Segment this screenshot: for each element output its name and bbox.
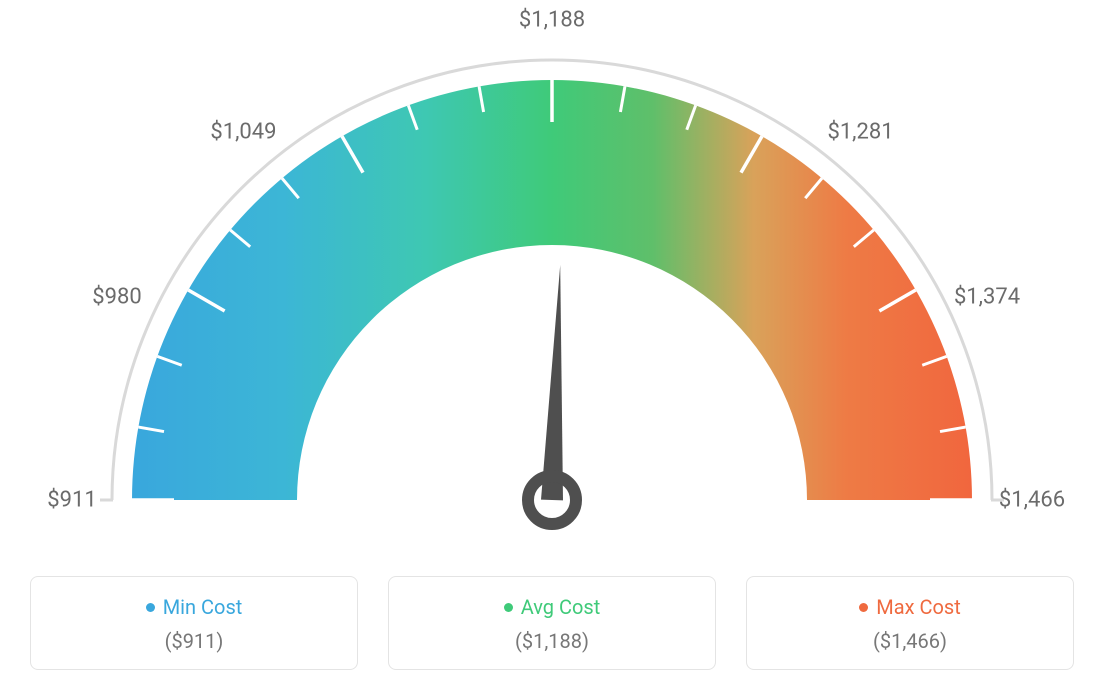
gauge-tick-label: $1,188	[519, 8, 585, 33]
legend-dot-min	[146, 603, 155, 612]
legend-card-max: Max Cost ($1,466)	[746, 576, 1074, 670]
gauge-tick-label: $911	[47, 488, 96, 513]
legend-label-min: Min Cost	[163, 595, 243, 619]
legend-row: Min Cost ($911) Avg Cost ($1,188) Max Co…	[30, 576, 1074, 670]
gauge-tick-label: $1,466	[999, 488, 1065, 513]
legend-dot-avg	[504, 603, 513, 612]
legend-value-max: ($1,466)	[757, 629, 1063, 653]
legend-card-avg: Avg Cost ($1,188)	[388, 576, 716, 670]
legend-title-avg: Avg Cost	[504, 595, 601, 619]
legend-title-max: Max Cost	[859, 595, 961, 619]
legend-card-min: Min Cost ($911)	[30, 576, 358, 670]
gauge-tick-label: $1,049	[210, 120, 276, 145]
legend-label-avg: Avg Cost	[521, 595, 601, 619]
legend-value-avg: ($1,188)	[399, 629, 705, 653]
chart-container: $911 $980 $1,049 $1,188 $1,281 $1,374 $1,466 M…	[0, 0, 1104, 690]
gauge-tick-label: $1,281	[827, 120, 893, 145]
gauge-svg	[0, 0, 1104, 560]
gauge-chart: $911 $980 $1,049 $1,188 $1,281 $1,374 $1,466	[0, 0, 1104, 560]
legend-dot-max	[859, 603, 868, 612]
legend-title-min: Min Cost	[146, 595, 243, 619]
legend-value-min: ($911)	[41, 629, 347, 653]
gauge-tick-label: $980	[92, 285, 141, 310]
gauge-tick-label: $1,374	[954, 285, 1020, 310]
legend-label-max: Max Cost	[876, 595, 961, 619]
